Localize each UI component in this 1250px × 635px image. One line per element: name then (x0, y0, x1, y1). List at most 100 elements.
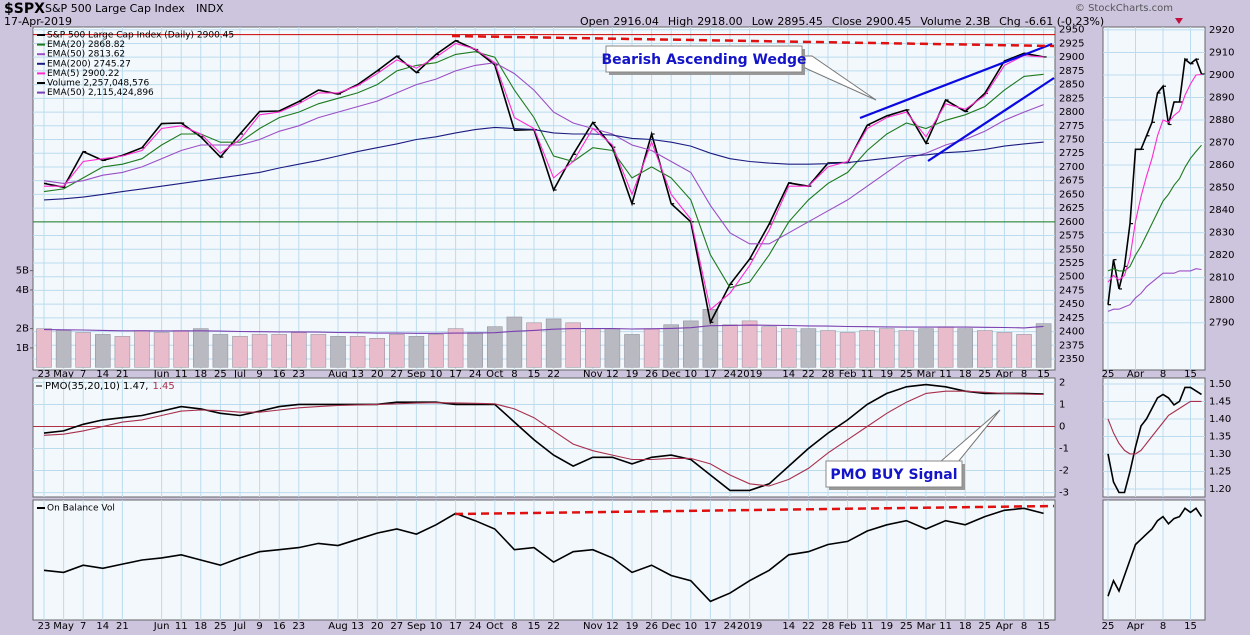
x-tick-label: 11 (861, 621, 874, 632)
x-tick-label: 15 (1184, 621, 1197, 632)
volume-bar (996, 332, 1013, 368)
y-tick-label: 1.50 (1209, 379, 1231, 390)
x-tick-label: Apr (996, 621, 1014, 632)
volume-bar (447, 328, 464, 368)
y-tick-label: 2910 (1209, 47, 1234, 58)
volume-bar (977, 330, 993, 368)
panel (32, 26, 1056, 371)
volume-bar (291, 332, 307, 368)
x-tick-label: 17 (449, 369, 462, 380)
x-tick-label: Aug (328, 369, 348, 380)
volume-bar (585, 328, 601, 368)
y-tick-label: 2850 (1059, 80, 1084, 91)
x-tick-label: 22 (547, 369, 560, 380)
stat-label: Volume (920, 15, 961, 28)
y-tick-label: 2700 (1059, 162, 1084, 173)
credit: © StockCharts.com (1075, 3, 1173, 14)
volume-bar (114, 336, 131, 368)
x-tick-label: 11 (939, 369, 952, 380)
x-tick-label: 11 (175, 369, 188, 380)
x-tick-label: 22 (547, 621, 560, 632)
x-tick-label: 19 (626, 621, 639, 632)
volume-bar (36, 328, 52, 368)
series-line (43, 51, 1044, 289)
legend-entry: EMA(200) 2745.27 (47, 59, 131, 69)
volume-bar (526, 322, 542, 368)
x-tick-label: Oct (486, 369, 503, 380)
date: 17-Apr-2019 (4, 15, 72, 28)
x-tick-label: 14 (96, 621, 109, 632)
x-tick-label: 25 (900, 621, 913, 632)
x-tick-label: Jul (233, 621, 246, 632)
annotation: Bearish Ascending Wedge (601, 52, 806, 68)
volume-bar (800, 328, 817, 368)
volume-bar (820, 330, 836, 368)
series-line (43, 390, 1044, 487)
panel (32, 499, 1056, 621)
x-tick-label: 27 (390, 621, 403, 632)
y-tick-label: 2475 (1059, 285, 1084, 296)
panel (1102, 499, 1206, 621)
x-tick-label: May (53, 621, 74, 632)
series-line (43, 39, 1044, 325)
volume-bar (761, 326, 777, 368)
volume-bar (487, 326, 503, 368)
x-tick-label: 8 (1021, 369, 1027, 380)
stat-value: 2918.00 (697, 15, 743, 28)
x-tick-label: 28 (822, 369, 835, 380)
exchange: INDX (196, 2, 224, 15)
y-tick-label: 1 (1059, 399, 1065, 410)
volume-bar (741, 320, 758, 368)
x-tick-label: 10 (684, 369, 697, 380)
y-tick-label: 2830 (1209, 228, 1234, 239)
stat-label: Open (580, 15, 609, 28)
volume-bar (271, 334, 287, 368)
wedge-lower (927, 77, 1055, 162)
volume-bar (389, 334, 405, 368)
y-tick-label: 2625 (1059, 203, 1084, 214)
y-tick-label: 2750 (1059, 135, 1084, 146)
legend-entry: EMA(5) 2900.22 (47, 69, 119, 79)
x-tick-label: 8 (1160, 369, 1166, 380)
legend-entry: On Balance Vol (47, 504, 115, 514)
x-tick-label: Apr (996, 369, 1014, 380)
x-tick-label: 12 (606, 621, 619, 632)
legend-entry: S&P 500 Large Cap Index (Daily) 2900.45 (47, 31, 234, 41)
volume-bar (193, 328, 209, 368)
volume-bar (408, 336, 425, 368)
x-tick-label: 9 (256, 369, 262, 380)
x-tick-label: 13 (351, 621, 364, 632)
x-tick-label: Sep (407, 369, 426, 380)
y-tick-label: 2550 (1059, 244, 1084, 255)
x-tick-label: 18 (959, 369, 972, 380)
y-tick-label: 2840 (1209, 205, 1234, 216)
obv-resistance (454, 504, 1055, 516)
y-tick-label: 1.45 (1209, 396, 1231, 407)
y-tick-label: 2870 (1209, 138, 1234, 149)
volume-bar (506, 316, 523, 368)
annotation: PMO BUY Signal (830, 467, 957, 483)
x-tick-label: 23 (292, 621, 305, 632)
stat-value: 2900.45 (866, 15, 912, 28)
y-tick-label: 2 (1059, 377, 1065, 388)
x-tick-label: 28 (822, 621, 835, 632)
x-tick-label: 24 (469, 369, 482, 380)
x-tick-label: 15 (1184, 369, 1197, 380)
y-tick-label: 1.20 (1209, 484, 1231, 495)
volume-bar (251, 334, 268, 368)
legend-entry: PMO(35,20,10) 1.47, (45, 381, 149, 392)
volume-bar (683, 320, 699, 368)
y-tick-label: 2790 (1209, 318, 1234, 329)
x-tick-label: May (53, 369, 74, 380)
x-tick-label: 27 (390, 369, 403, 380)
x-tick-label: 9 (256, 621, 262, 632)
x-tick-label: 14 (782, 369, 795, 380)
legend-entry: Volume 2,257,048,576 (47, 79, 149, 89)
stat-label: Low (752, 15, 774, 28)
x-tick-label: 25 (900, 369, 913, 380)
volume-bar (879, 328, 895, 368)
volume-bar (663, 324, 679, 368)
y-tick-label: 2775 (1059, 121, 1084, 132)
stat-label: High (668, 15, 693, 28)
